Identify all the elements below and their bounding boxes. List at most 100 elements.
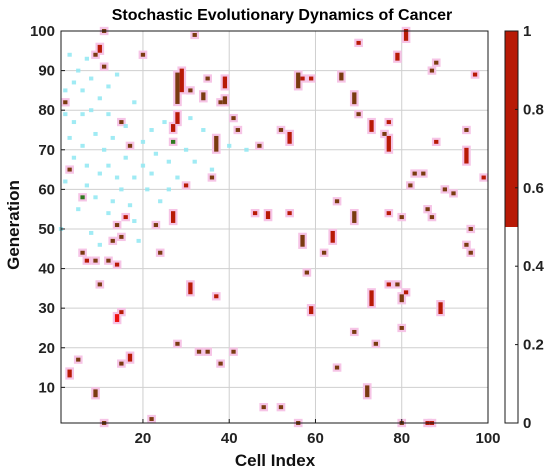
heatmap-cell xyxy=(296,72,301,89)
heatmap-cell xyxy=(334,365,340,370)
heatmap-cell xyxy=(235,128,240,132)
heatmap-cell xyxy=(188,282,193,295)
speckle-cell xyxy=(71,120,77,125)
heatmap-cell xyxy=(63,100,68,105)
y-axis-title: Generation xyxy=(4,180,23,270)
speckle-cell xyxy=(97,242,102,247)
speckle-cell xyxy=(201,128,206,132)
heatmap-cell xyxy=(386,282,391,287)
heatmap-cell xyxy=(205,76,210,81)
heatmap-cell xyxy=(278,405,284,410)
heatmap-cell xyxy=(373,341,378,346)
heatmap-cell xyxy=(472,72,478,77)
heatmap-cell xyxy=(80,195,85,200)
speckle-cell xyxy=(89,76,94,81)
heatmap-cell xyxy=(196,349,202,354)
heatmap-cell xyxy=(425,207,430,212)
heatmap-cell xyxy=(356,40,361,45)
y-tick-label: 80 xyxy=(38,102,55,119)
heatmap-cell xyxy=(334,199,340,204)
speckle-cell xyxy=(175,175,180,180)
heatmap-cell xyxy=(97,282,102,287)
heatmap-cell xyxy=(265,211,271,220)
x-tick-label: 20 xyxy=(135,430,152,447)
heatmap-cell xyxy=(222,96,228,105)
speckle-cell xyxy=(106,84,111,89)
x-tick-label: 40 xyxy=(221,430,238,447)
heatmap-cell xyxy=(114,262,120,267)
colorbar-tick-label: 1 xyxy=(523,23,531,40)
speckle-cell xyxy=(63,88,68,93)
x-tick-label: 100 xyxy=(475,430,500,447)
speckle-cell xyxy=(84,163,90,168)
speckle-cell xyxy=(188,116,193,121)
speckle-cell xyxy=(140,139,146,144)
heatmap-cell xyxy=(300,234,305,247)
speckle-cell xyxy=(97,171,102,176)
speckle-cell xyxy=(97,96,102,101)
x-tick-label: 80 xyxy=(393,430,410,447)
speckle-cell xyxy=(227,143,232,148)
heatmap-cell xyxy=(67,369,72,378)
heatmap-cell xyxy=(352,211,357,223)
heatmap-cell xyxy=(278,128,284,132)
heatmap-cell xyxy=(412,171,417,176)
colorbar-segment xyxy=(505,31,518,227)
speckle-cell xyxy=(140,163,146,168)
heatmap-cell xyxy=(369,290,374,307)
speckle-cell xyxy=(114,72,120,77)
speckle-cell xyxy=(158,199,163,204)
speckle-cell xyxy=(63,179,68,184)
x-axis-title: Cell Index xyxy=(235,451,316,470)
heatmap-cell xyxy=(403,290,409,295)
speckle-cell xyxy=(132,219,137,224)
y-tick-label: 90 xyxy=(38,63,55,80)
heatmap-cell xyxy=(252,211,258,216)
heatmap-cell xyxy=(114,314,120,322)
heatmap-cell xyxy=(386,211,391,216)
speckle-cell xyxy=(80,143,85,148)
heatmap-cell xyxy=(114,223,120,227)
heatmap-cell xyxy=(192,32,197,37)
heatmap-cell xyxy=(434,60,439,65)
speckle-cell xyxy=(93,195,98,200)
speckle-cell xyxy=(101,147,107,152)
heatmap-cell xyxy=(403,29,409,41)
heatmap-cell xyxy=(119,234,124,239)
y-tick-label: 50 xyxy=(38,221,55,238)
heatmap-cell xyxy=(287,131,292,144)
heatmap-cell xyxy=(119,310,124,315)
heatmap-cell xyxy=(287,211,292,216)
speckle-cell xyxy=(183,147,189,152)
speckle-cell xyxy=(114,175,120,180)
y-axis-ticks: 10 20 30 40 50 60 70 80 90 100 xyxy=(30,23,65,396)
heatmap-cell xyxy=(300,76,305,81)
speckle-cell xyxy=(106,163,111,168)
heatmap-cell xyxy=(93,258,98,263)
speckle-cell xyxy=(209,167,215,172)
speckle-cell xyxy=(132,175,137,180)
speckle-cell xyxy=(153,151,159,156)
colorbar-tick-label: 0 xyxy=(523,415,531,432)
speckle-cell xyxy=(123,124,128,128)
heatmap-cell xyxy=(209,175,215,180)
plot-area xyxy=(58,26,489,428)
heatmap-cell xyxy=(231,349,236,354)
heatmap-cell xyxy=(67,167,72,172)
speckle-cell xyxy=(89,230,94,235)
heatmap-cell xyxy=(222,76,228,89)
colorbar-tick-label: 0.4 xyxy=(523,258,545,275)
heatmap-cell xyxy=(464,242,469,247)
heatmap-cell xyxy=(201,92,206,101)
heatmap-cell xyxy=(468,250,473,255)
heatmap-cell xyxy=(214,135,219,152)
heatmap-cell xyxy=(352,329,357,334)
heatmap-cell xyxy=(149,417,154,422)
heatmap-cell xyxy=(93,389,98,398)
speckle-cell xyxy=(106,211,111,216)
x-axis-ticks: 20 40 60 80 100 xyxy=(135,419,501,447)
heatmap-cell xyxy=(76,357,81,362)
heatmap-cell xyxy=(464,147,469,164)
heatmap-cell xyxy=(468,227,473,231)
speckle-cell xyxy=(67,52,72,57)
